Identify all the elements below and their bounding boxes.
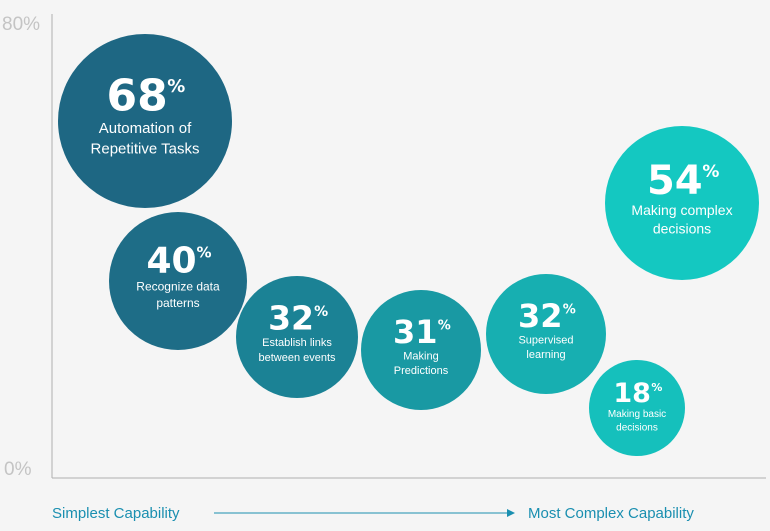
bubble-label-6-0: Making basic	[608, 409, 666, 420]
bubble-value-3: 31	[393, 313, 438, 351]
bubble-pct-2: %	[314, 304, 328, 320]
bubble-label-1-1: patterns	[156, 296, 199, 310]
x-end-label: Most Complex Capability	[528, 505, 694, 522]
x-start-label: Simplest Capability	[52, 505, 180, 522]
bubble-group: 68 % Automation of Repetitive Tasks 40 % Recog…	[58, 34, 759, 456]
bubble-label-0-1: Repetitive Tasks	[91, 140, 200, 157]
bubble-0	[58, 34, 232, 208]
bubble-value-1: 40	[146, 241, 196, 282]
bubble-value-5: 54	[647, 158, 703, 204]
bubble-3	[361, 290, 481, 410]
bubble-pct-1: %	[197, 244, 212, 262]
bubble-label-2-0: Establish links	[262, 337, 332, 349]
bubble-6	[589, 360, 685, 456]
bubble-label-3-1: Predictions	[394, 365, 449, 377]
bubble-value-2: 32	[268, 299, 314, 338]
bubble-pct-6: %	[651, 381, 662, 394]
bubble-pct-5: %	[702, 162, 719, 182]
y-tick-top: 80%	[2, 14, 40, 35]
bubble-label-6-1: decisions	[616, 423, 658, 434]
bubble-label-2-1: between events	[258, 352, 336, 364]
bubble-value-6: 18	[613, 378, 651, 409]
bubble-4	[486, 274, 606, 394]
bubble-label-5-0: Making complex	[631, 202, 732, 218]
bubble-2	[236, 276, 358, 398]
bubble-label-3-0: Making	[403, 350, 438, 362]
bubble-1	[109, 212, 247, 350]
bubble-pct-3: %	[438, 318, 451, 333]
bubble-label-4-1: learning	[526, 349, 565, 361]
y-tick-bottom: 0%	[4, 459, 32, 480]
bubble-pct-4: %	[563, 302, 576, 317]
bubble-label-1-0: Recognize data	[136, 280, 220, 294]
bubble-5	[605, 126, 759, 280]
bubble-label-5-1: decisions	[653, 221, 711, 237]
bubble-value-0: 68	[106, 71, 167, 122]
bubble-label-4-0: Supervised	[518, 334, 573, 346]
bubble-pct-0: %	[167, 76, 185, 97]
bubble-label-0-0: Automation of	[99, 120, 192, 137]
bubble-value-4: 32	[518, 297, 563, 335]
